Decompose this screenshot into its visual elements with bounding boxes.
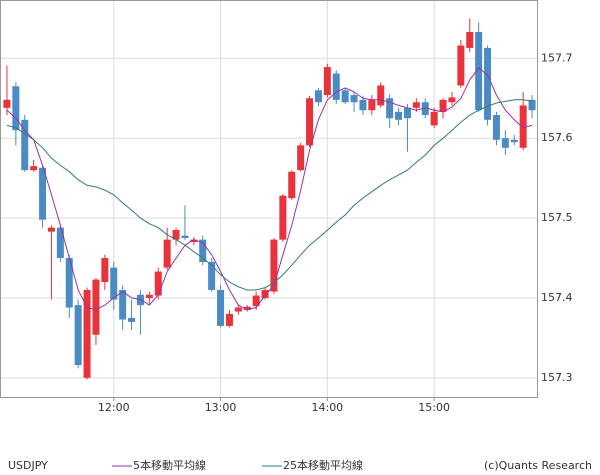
candle-body: [395, 111, 403, 120]
moving-average-line: [6, 67, 533, 311]
candle-body: [492, 115, 500, 140]
candle-body: [510, 139, 518, 143]
candle-body: [279, 195, 287, 240]
candle-body: [261, 289, 269, 298]
candle-body: [403, 107, 411, 119]
y-tick-label: 157.4: [541, 291, 573, 304]
candle-body: [288, 171, 296, 199]
y-tick-label: 157.3: [541, 371, 573, 384]
legend-label: 5本移動平均線: [133, 458, 206, 472]
legend-label: 25本移動平均線: [283, 458, 363, 472]
candle-body: [368, 99, 376, 111]
candle-body: [119, 289, 127, 320]
candle-body: [145, 294, 153, 298]
candle-body: [466, 31, 474, 48]
moving-average-line: [6, 99, 533, 291]
candle-body: [190, 239, 198, 243]
candle-body: [217, 289, 225, 326]
candle-body: [83, 289, 91, 378]
candle-body: [297, 145, 305, 171]
y-tick-label: 157.7: [541, 51, 573, 64]
candle-body: [163, 239, 171, 268]
x-tick-label: 13:00: [205, 401, 237, 414]
candle-body: [56, 227, 64, 259]
candle-body: [501, 138, 509, 148]
candle-body: [519, 105, 527, 148]
candle-body: [181, 235, 189, 239]
candle-body: [386, 98, 394, 119]
candle-body: [528, 99, 536, 111]
y-tick-label: 157.6: [541, 131, 573, 144]
candle-body: [475, 31, 483, 111]
candle-body: [350, 95, 358, 103]
x-tick-label: 15:00: [418, 401, 450, 414]
candle-body: [323, 67, 331, 96]
candle-body: [484, 47, 492, 120]
candle-body: [128, 317, 136, 322]
candle-body: [341, 90, 349, 103]
candle-body: [154, 271, 162, 296]
candle-body: [30, 166, 38, 171]
candle-body: [92, 279, 100, 335]
candle-body: [3, 99, 11, 108]
candle-body: [306, 98, 314, 146]
candle-body: [359, 99, 367, 111]
candle-body: [270, 239, 278, 292]
symbol: USDJPY: [8, 459, 48, 472]
candle-body: [377, 85, 385, 106]
candle-body: [421, 102, 429, 116]
x-tick-label: 12:00: [98, 401, 130, 414]
candle-body: [457, 45, 465, 86]
candle-body: [430, 111, 438, 126]
y-tick-label: 157.5: [541, 211, 573, 224]
candle-body: [65, 258, 73, 308]
candle-body: [172, 230, 180, 240]
candle-body: [332, 73, 340, 100]
candle-body: [101, 258, 109, 282]
candle-body: [225, 313, 233, 326]
candle-body: [252, 295, 260, 306]
candle-body: [234, 307, 242, 312]
credit: (c)Quants Research: [484, 459, 592, 472]
candle-body: [439, 99, 447, 112]
candle-body: [12, 86, 20, 131]
x-tick-label: 14:00: [311, 401, 343, 414]
candle-body: [243, 306, 251, 310]
candle-body: [47, 227, 55, 232]
candle-body: [314, 90, 322, 103]
candle-body: [110, 267, 118, 300]
candle-body: [199, 239, 207, 263]
candle-body: [39, 167, 47, 220]
candle-body: [448, 97, 456, 103]
candle-body: [412, 102, 420, 108]
candle-body: [21, 119, 29, 171]
candle-body: [74, 305, 82, 366]
candle-body: [208, 262, 216, 290]
